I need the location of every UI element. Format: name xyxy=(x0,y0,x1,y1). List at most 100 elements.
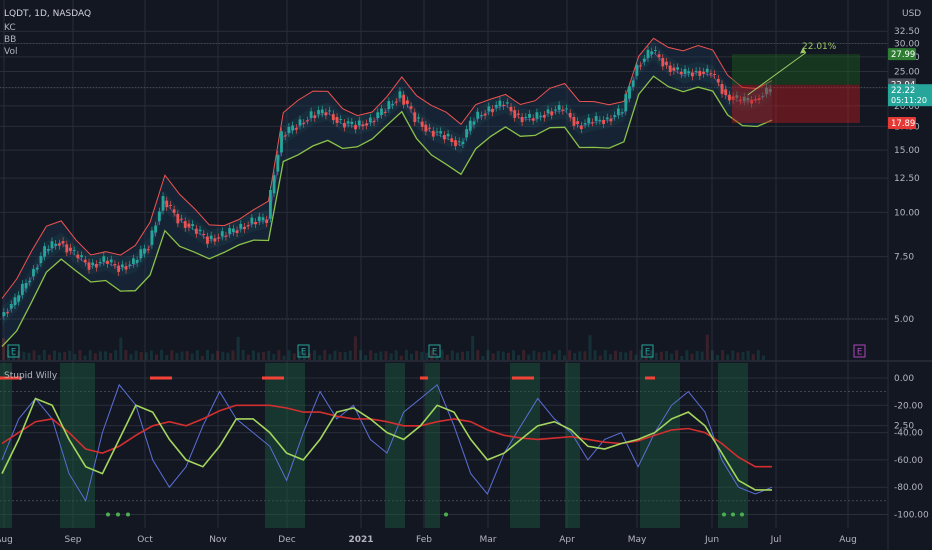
time-tick-label: Nov xyxy=(209,535,227,545)
candle-body xyxy=(439,131,443,134)
volume-bar xyxy=(180,351,184,360)
volume-bar xyxy=(272,353,276,360)
candle-body xyxy=(254,221,257,225)
candle-body xyxy=(587,117,591,124)
volume-bar xyxy=(578,351,582,360)
volume-bar xyxy=(226,352,230,360)
candle-body xyxy=(35,267,39,270)
candle-body xyxy=(657,54,661,58)
candle-body xyxy=(113,264,117,266)
candle-body xyxy=(628,86,631,99)
earnings-marker-label: E xyxy=(645,348,650,358)
volume-bar xyxy=(83,355,87,360)
price-tick-label: 32.50 xyxy=(894,27,920,37)
price-tick-label: 25.00 xyxy=(894,68,920,78)
osc-fast-line xyxy=(1,383,773,503)
osc-tick-label: -100.00 xyxy=(894,511,929,521)
volume-bar xyxy=(297,351,301,360)
candle-body xyxy=(191,224,195,227)
volume-bar xyxy=(746,350,750,360)
osc-zone-shade xyxy=(640,363,680,528)
target-percent-label: 22.01% xyxy=(802,42,837,52)
earnings-marker[interactable] xyxy=(297,344,310,358)
volume-bar xyxy=(741,352,745,360)
candle-body xyxy=(428,127,431,129)
candle-body xyxy=(391,104,394,106)
candle-body xyxy=(317,110,320,115)
volume-bar xyxy=(476,350,480,360)
osc-zone-shade xyxy=(425,363,440,528)
osc-zone-shade xyxy=(60,363,95,528)
volume-bar xyxy=(705,334,709,360)
volume-bar xyxy=(603,350,607,360)
candle-body xyxy=(217,237,220,239)
price-tick-label: 2.50 xyxy=(894,422,914,432)
volume-bar xyxy=(22,351,26,360)
candle-body xyxy=(180,218,183,220)
candle-body xyxy=(231,228,235,233)
candle-body xyxy=(154,225,158,233)
candle-body xyxy=(250,217,254,224)
osc-zone-shade xyxy=(0,363,12,528)
volume-bar xyxy=(680,355,684,360)
volume-bar xyxy=(654,352,658,360)
volume-bar xyxy=(389,353,393,360)
target-price-tag xyxy=(888,48,916,61)
volume-bar xyxy=(710,350,714,360)
candle-body xyxy=(450,138,454,143)
volume-bar xyxy=(425,352,429,360)
candle-body xyxy=(565,108,568,110)
volume-bar xyxy=(124,350,128,360)
volume-bar xyxy=(410,353,413,360)
candle-body xyxy=(446,133,450,137)
volume-bar xyxy=(608,354,612,360)
candle-body xyxy=(32,268,35,277)
candle-body xyxy=(568,112,572,118)
earnings-marker[interactable] xyxy=(641,344,654,358)
osc-zone-shade xyxy=(565,363,580,528)
volume-bar xyxy=(659,351,663,360)
volume-bar xyxy=(639,350,643,360)
candle-body xyxy=(554,109,557,111)
candle-body xyxy=(143,248,146,254)
volume-bar xyxy=(522,350,526,360)
volume-bar xyxy=(343,352,347,360)
candle-body xyxy=(616,108,620,115)
candle-body xyxy=(246,225,250,227)
candle-body xyxy=(387,101,391,109)
osc-tick-label: -20.00 xyxy=(894,401,923,411)
volume-bar xyxy=(384,351,388,360)
candle-body xyxy=(243,226,246,230)
volume-bar xyxy=(430,350,434,360)
candle-body xyxy=(442,134,446,140)
candle-body xyxy=(132,258,135,265)
candle-body xyxy=(502,104,506,106)
kc-fill xyxy=(2,41,772,326)
earnings-marker[interactable] xyxy=(428,344,441,358)
time-tick-label: Jul xyxy=(770,535,782,545)
candle-body xyxy=(87,262,91,270)
candle-body xyxy=(213,238,217,242)
price-tick-label: 10.00 xyxy=(894,208,920,218)
volume-bar xyxy=(563,355,566,360)
candle-body xyxy=(457,141,461,143)
candle-body xyxy=(328,110,332,112)
candle-body xyxy=(753,99,757,101)
volume-bar xyxy=(277,350,281,360)
candle-body xyxy=(9,304,13,309)
volume-bar xyxy=(109,353,113,360)
volume-bar xyxy=(27,352,31,360)
volume-bar xyxy=(53,350,56,360)
volume-bar xyxy=(323,350,327,360)
volume-bar xyxy=(206,350,209,360)
candle-body xyxy=(687,71,691,74)
candle-body xyxy=(280,131,283,153)
earnings-marker[interactable] xyxy=(7,344,20,358)
volume-bar xyxy=(216,350,220,360)
osc-tick-label: -60.00 xyxy=(894,456,923,466)
candle-body xyxy=(728,94,731,101)
candle-body xyxy=(117,265,121,272)
upcoming-earnings-marker[interactable] xyxy=(853,344,866,358)
stop-price-tag-text: 17.89 xyxy=(891,119,915,129)
